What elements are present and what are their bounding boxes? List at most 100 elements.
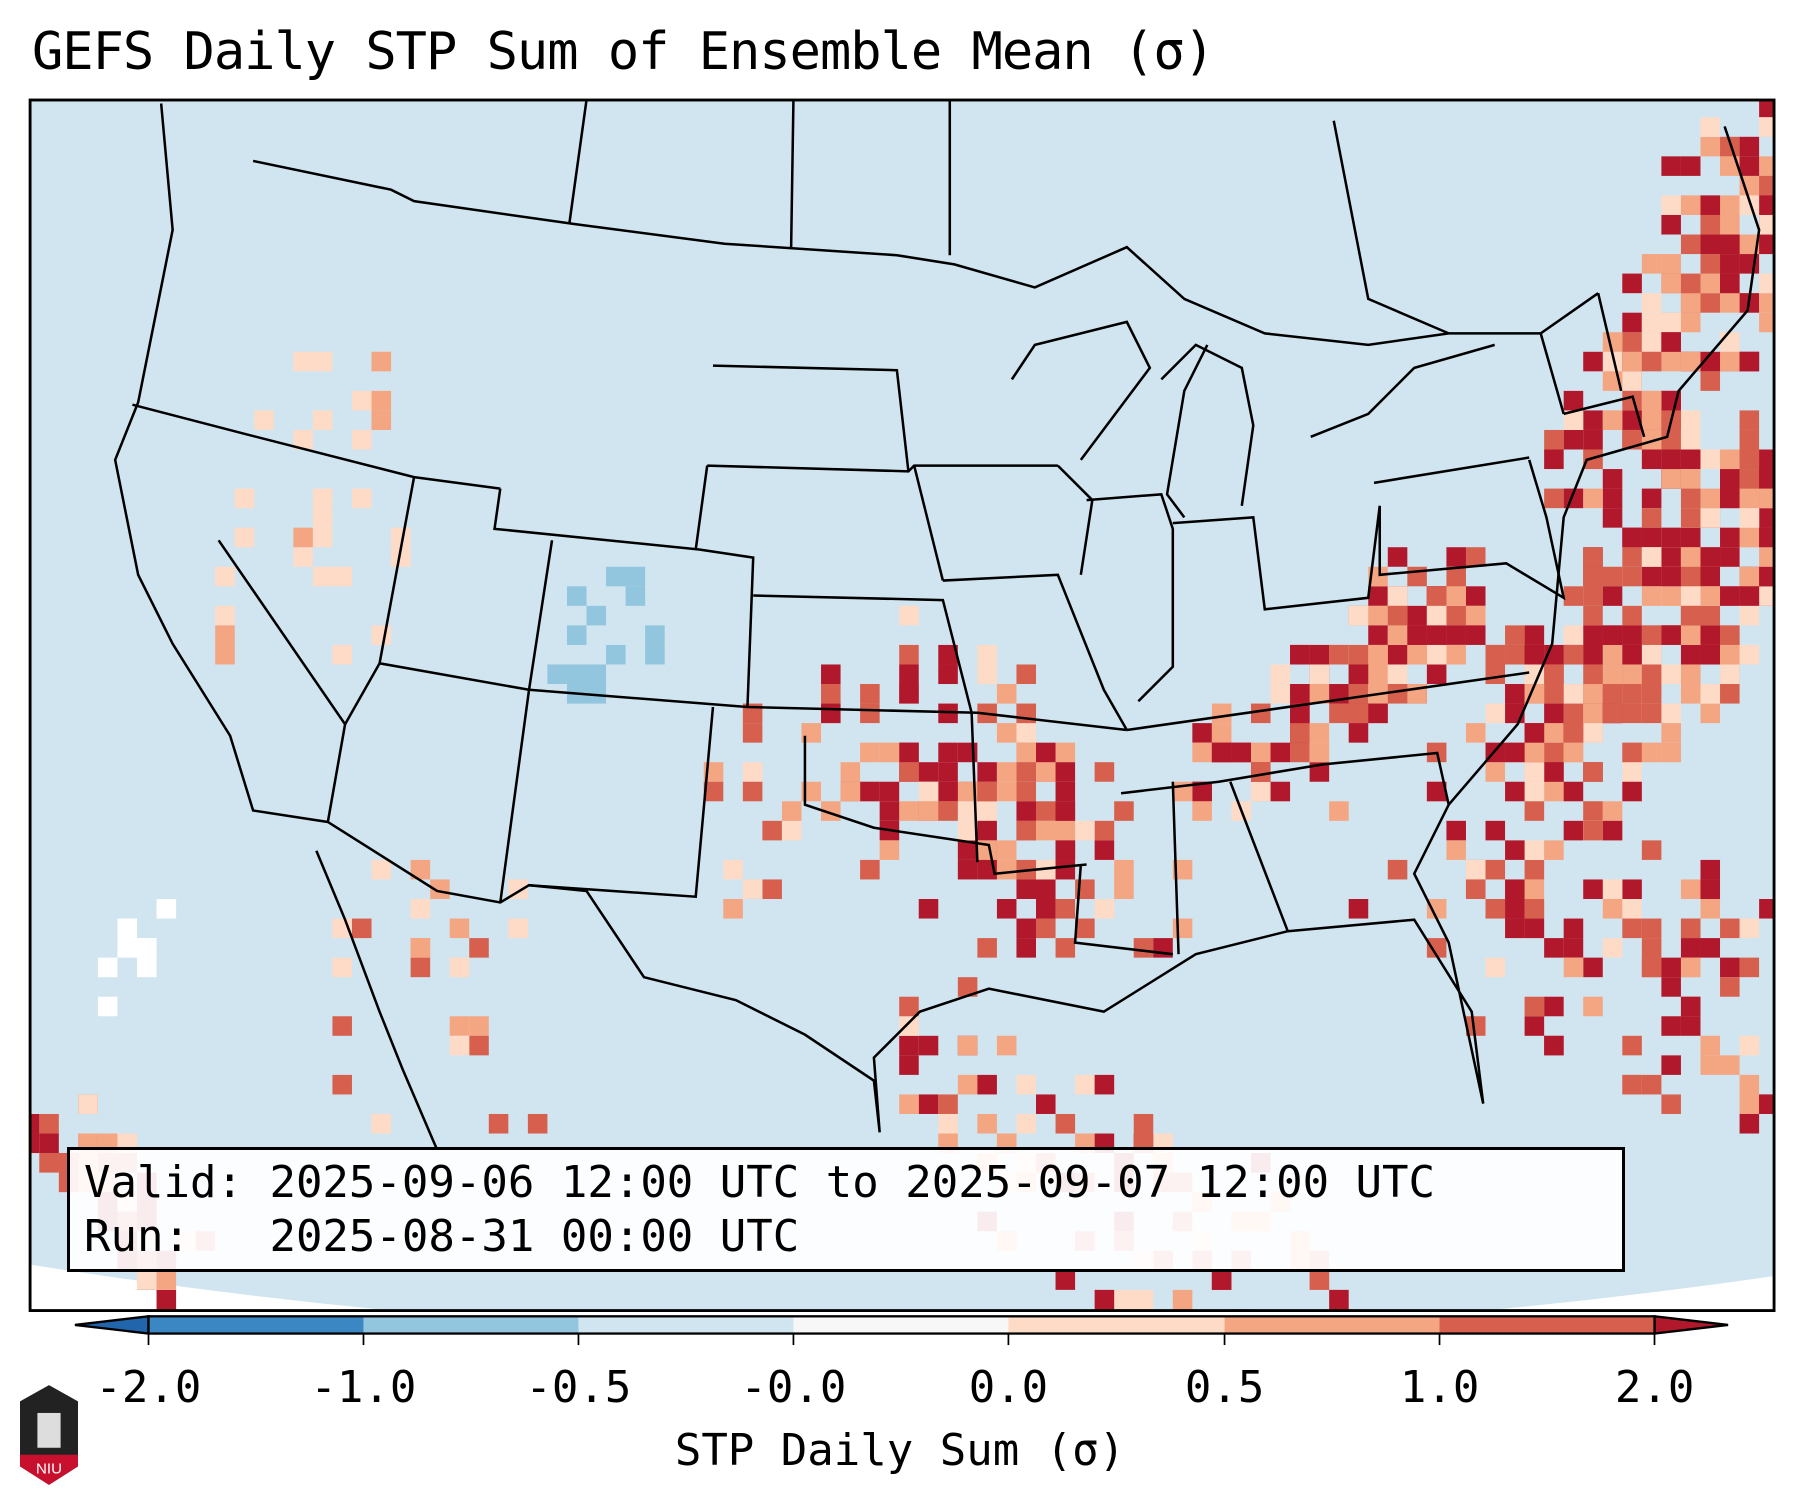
valid-label: Valid: — [84, 1157, 243, 1208]
anomaly-cell — [1700, 566, 1721, 587]
anomaly-cell — [1739, 410, 1760, 430]
anomaly-cell — [1661, 156, 1681, 176]
anomaly-cell — [1661, 723, 1681, 743]
anomaly-cell — [117, 918, 138, 939]
anomaly-cell — [1680, 312, 1701, 333]
anomaly-cell — [1583, 664, 1603, 685]
anomaly-cell — [1602, 469, 1623, 489]
anomaly-cell — [1524, 996, 1545, 1017]
anomaly-cell — [1739, 918, 1760, 939]
anomaly-cell — [1622, 781, 1642, 802]
anomaly-cell — [1739, 957, 1760, 978]
anomaly-cell — [1055, 899, 1076, 919]
anomaly-cell — [938, 1113, 958, 1134]
anomaly-cell — [1094, 762, 1115, 782]
anomaly-cell — [1661, 977, 1681, 997]
anomaly-cell — [1680, 293, 1701, 313]
anomaly-cell — [1779, 528, 1799, 548]
anomaly-cell — [860, 684, 880, 704]
anomaly-cell — [899, 996, 919, 1017]
anomaly-cell — [1798, 489, 1803, 509]
anomaly-cell — [1368, 644, 1388, 665]
anomaly-cell — [1680, 996, 1701, 1017]
anomaly-cell — [1290, 684, 1310, 704]
anomaly-cell — [332, 566, 352, 587]
anomaly-cell — [215, 644, 235, 665]
anomaly-cell — [977, 1113, 997, 1134]
anomaly-cell — [1700, 117, 1721, 137]
anomaly-cell — [762, 879, 782, 900]
anomaly-cell — [1505, 899, 1525, 919]
anomaly-cell — [1544, 703, 1564, 724]
anomaly-cell — [1798, 98, 1803, 118]
anomaly-cell — [1680, 429, 1701, 450]
anomaly-cell — [1583, 820, 1603, 841]
anomaly-cell — [1583, 762, 1603, 782]
colorbar-tick-label: 1.0 — [1399, 1362, 1480, 1413]
anomaly-cell — [1759, 117, 1775, 137]
anomaly-cell — [938, 762, 958, 782]
anomaly-cell — [1622, 918, 1642, 939]
anomaly-cell — [1505, 879, 1525, 900]
anomaly-cell — [1641, 449, 1662, 470]
anomaly-cell — [430, 879, 450, 900]
anomaly-cell — [1368, 664, 1388, 685]
anomaly-cell — [1387, 625, 1408, 645]
anomaly-cell — [1016, 664, 1037, 685]
anomaly-cell — [1348, 723, 1369, 743]
anomaly-cell — [821, 703, 841, 724]
anomaly-cell — [156, 899, 177, 919]
anomaly-cell — [1739, 469, 1760, 489]
anomaly-cell — [1661, 957, 1681, 978]
anomaly-cell — [1759, 312, 1775, 333]
anomaly-cell — [449, 1016, 470, 1036]
anomaly-cell — [371, 410, 392, 430]
anomaly-cell — [332, 1074, 352, 1095]
anomaly-cell — [1290, 644, 1310, 665]
anomaly-cell — [1641, 684, 1662, 704]
anomaly-cell — [821, 664, 841, 685]
anomaly-cell — [840, 762, 861, 782]
anomaly-cell — [1720, 234, 1740, 255]
anomaly-cell — [1544, 488, 1564, 509]
anomaly-cell — [1036, 820, 1056, 841]
anomaly-cell — [1544, 449, 1564, 470]
anomaly-cell — [1583, 723, 1603, 743]
colorbar-tick-label: 0.5 — [1184, 1362, 1265, 1413]
anomaly-cell — [1309, 644, 1330, 665]
stp-anomaly-cells — [30, 98, 1803, 1369]
anomaly-cell — [918, 781, 939, 802]
anomaly-cell — [1680, 938, 1701, 958]
anomaly-cell — [977, 1074, 997, 1095]
anomaly-cell — [410, 938, 431, 958]
colorbar-segment — [148, 1316, 364, 1334]
anomaly-cell — [1271, 1349, 1291, 1369]
anomaly-cell — [137, 938, 157, 958]
anomaly-cell — [1505, 918, 1525, 939]
anomaly-cell — [97, 996, 118, 1017]
anomaly-cell — [1641, 254, 1662, 274]
anomaly-cell — [1700, 859, 1721, 880]
anomaly-cell — [351, 488, 372, 509]
anomaly-cell — [860, 859, 880, 880]
anomaly-cell — [645, 625, 665, 645]
run-label: Run: — [84, 1211, 190, 1262]
anomaly-cell — [1779, 450, 1799, 470]
anomaly-cell — [1739, 566, 1760, 587]
anomaly-cell — [410, 957, 431, 978]
anomaly-cell — [1661, 527, 1681, 548]
anomaly-cell — [1700, 684, 1721, 704]
anomaly-cell — [1426, 586, 1447, 606]
anomaly-cell — [1094, 1074, 1115, 1095]
anomaly-cell — [1485, 703, 1506, 724]
anomaly-cell — [1798, 176, 1803, 196]
colorbar-tick-label: -0.0 — [740, 1362, 847, 1413]
anomaly-cell — [1309, 684, 1330, 704]
anomaly-cell — [1505, 781, 1525, 802]
anomaly-cell — [566, 664, 587, 685]
anomaly-cell — [1798, 489, 1803, 509]
anomaly-cell — [1485, 899, 1506, 919]
anomaly-cell — [1544, 684, 1564, 704]
anomaly-cell — [1368, 703, 1388, 724]
anomaly-cell — [840, 781, 861, 802]
